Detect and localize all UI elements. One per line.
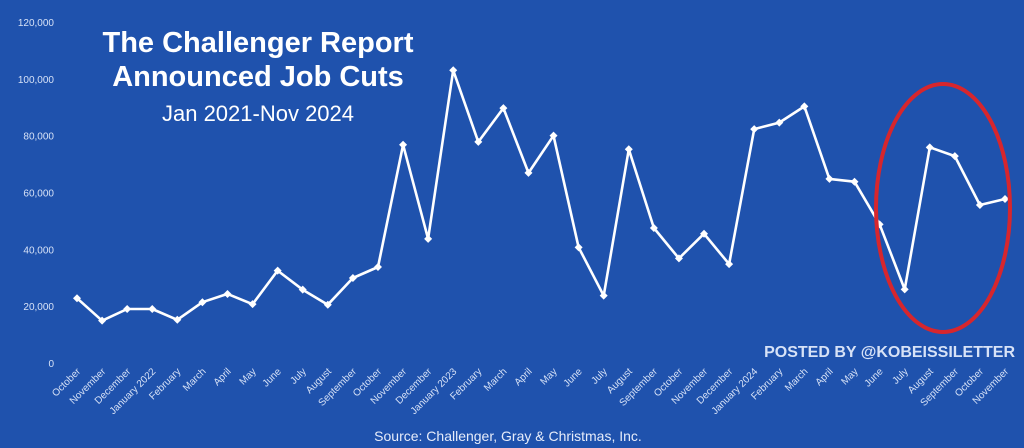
data-point bbox=[1001, 195, 1009, 204]
data-point bbox=[825, 174, 834, 183]
x-tick-label: March bbox=[783, 366, 810, 393]
y-tick-label: 40,000 bbox=[23, 245, 54, 256]
y-tick-label: 0 bbox=[48, 359, 54, 370]
data-point bbox=[574, 243, 583, 252]
y-tick-label: 80,000 bbox=[23, 132, 54, 143]
data-point bbox=[123, 305, 132, 314]
posted-by-watermark: POSTED BY @KOBEISSILETTER bbox=[764, 344, 1015, 361]
y-tick-label: 120,000 bbox=[18, 18, 55, 29]
x-tick-label: April bbox=[513, 366, 535, 388]
data-markers bbox=[73, 66, 1009, 325]
x-tick-label: March bbox=[181, 366, 208, 393]
data-point bbox=[775, 118, 784, 127]
data-point bbox=[674, 254, 683, 263]
x-tick-label: July bbox=[890, 366, 910, 386]
data-point bbox=[549, 131, 558, 140]
data-point bbox=[750, 125, 759, 134]
data-point bbox=[399, 140, 408, 149]
data-point bbox=[925, 143, 934, 152]
x-tick-label: May bbox=[539, 366, 560, 387]
data-point bbox=[624, 145, 633, 154]
x-tick-label: June bbox=[562, 366, 585, 389]
x-tick-label: May bbox=[839, 366, 860, 387]
y-axis: 0 20,000 40,000 60,000 80,000 100,000 120,000 bbox=[18, 18, 55, 370]
x-tick-label: July bbox=[589, 366, 609, 386]
highlight-ellipse bbox=[874, 82, 1012, 334]
y-tick-label: 60,000 bbox=[23, 189, 54, 200]
data-point bbox=[975, 201, 984, 210]
series-line bbox=[76, 69, 1006, 323]
x-tick-label: April bbox=[212, 366, 234, 388]
chart-date-range: Jan 2021-Nov 2024 bbox=[162, 101, 354, 126]
x-tick-label: May bbox=[238, 366, 259, 387]
data-point bbox=[449, 66, 458, 75]
data-point bbox=[248, 300, 257, 309]
y-tick-label: 20,000 bbox=[23, 302, 54, 313]
data-point bbox=[223, 289, 232, 298]
y-tick-label: 100,000 bbox=[18, 75, 55, 86]
data-point bbox=[373, 262, 382, 271]
data-point bbox=[524, 168, 533, 177]
source-note: Source: Challenger, Gray & Christmas, In… bbox=[374, 428, 642, 444]
data-point bbox=[73, 294, 81, 303]
data-point bbox=[348, 274, 357, 283]
data-point bbox=[98, 316, 107, 325]
data-point bbox=[900, 285, 909, 294]
chart-title: The Challenger Report bbox=[103, 27, 414, 59]
data-point bbox=[950, 152, 959, 161]
data-point bbox=[148, 305, 157, 314]
data-point bbox=[649, 224, 658, 233]
data-point bbox=[198, 298, 207, 307]
data-point bbox=[424, 234, 433, 243]
chart-subtitle: Announced Job Cuts bbox=[112, 61, 404, 93]
x-tick-label: March bbox=[482, 366, 509, 393]
data-point bbox=[599, 291, 608, 300]
data-point bbox=[474, 137, 483, 146]
x-tick-label: June bbox=[863, 366, 886, 389]
data-point bbox=[298, 285, 307, 294]
data-point bbox=[273, 266, 282, 275]
data-point bbox=[323, 300, 332, 309]
data-point bbox=[725, 260, 734, 269]
x-tick-label: July bbox=[288, 366, 308, 386]
data-point bbox=[499, 104, 508, 113]
x-tick-label: June bbox=[261, 366, 284, 389]
data-point bbox=[173, 315, 182, 324]
data-point bbox=[800, 102, 809, 111]
data-point bbox=[700, 229, 709, 238]
x-tick-label: April bbox=[814, 366, 836, 388]
data-point bbox=[850, 177, 859, 186]
